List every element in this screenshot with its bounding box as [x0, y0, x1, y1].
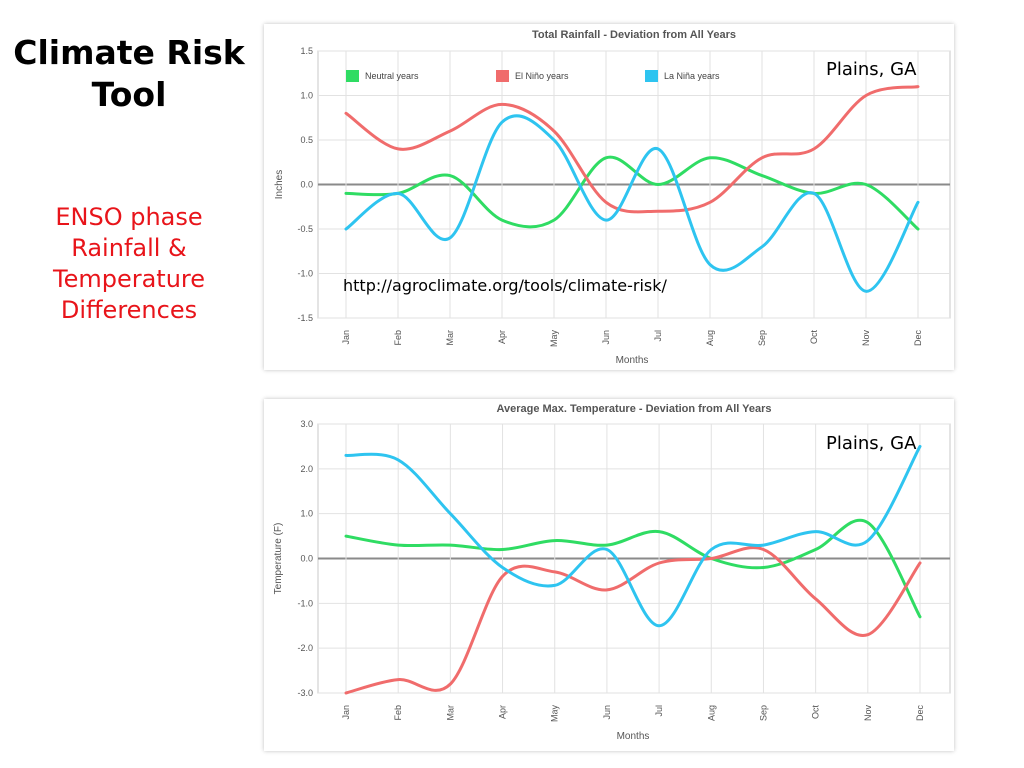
temperature-chart-panel: Average Max. Temperature - Deviation fro…: [264, 399, 954, 751]
y-tick-label: 1.0: [300, 91, 313, 101]
x-tick-label: Sep: [757, 330, 767, 346]
slide-subtitle-line: Rainfall &: [71, 234, 187, 262]
y-tick-label: -2.0: [297, 643, 313, 653]
series-line-1: [344, 546, 922, 695]
chart-title: Average Max. Temperature - Deviation fro…: [496, 403, 771, 415]
x-tick-label: Dec: [913, 330, 923, 347]
location-label: Plains, GA: [826, 59, 917, 80]
x-tick-label: Aug: [705, 330, 715, 346]
x-tick-label: Jun: [601, 330, 611, 345]
y-tick-label: -0.5: [297, 224, 313, 234]
series-line-2: [344, 444, 922, 628]
series-line-1: [344, 85, 920, 214]
x-tick-label: Sep: [758, 705, 768, 721]
y-tick-label: -3.0: [297, 688, 313, 698]
rainfall-chart: Total Rainfall - Deviation from All Year…: [274, 29, 951, 366]
y-tick-label: -1.0: [297, 598, 313, 608]
slide-subtitle-line: ENSO phase: [55, 203, 203, 231]
series-line-0: [344, 518, 922, 619]
y-tick-label: 0.5: [300, 135, 313, 145]
x-tick-label: May: [549, 330, 559, 348]
y-tick-label: 2.0: [300, 464, 313, 474]
x-tick-label: Jan: [341, 705, 351, 720]
x-tick-label: Jan: [341, 330, 351, 345]
x-tick-label: Feb: [393, 705, 403, 721]
legend-label: La Niña years: [664, 71, 720, 81]
slide-subtitle-line: Temperature: [52, 265, 206, 293]
y-tick-label: 1.0: [300, 509, 313, 519]
legend-label: El Niño years: [515, 71, 569, 81]
x-tick-label: Jun: [602, 705, 612, 720]
y-axis-label: Temperature (F): [273, 523, 284, 595]
rainfall-chart-panel: Total Rainfall - Deviation from All Year…: [264, 24, 954, 370]
temperature-chart: Average Max. Temperature - Deviation fro…: [273, 403, 951, 742]
location-label: Plains, GA: [826, 433, 917, 454]
x-axis-label: Months: [617, 731, 650, 742]
legend-swatch: [346, 70, 359, 82]
series-line-0: [344, 155, 920, 231]
x-tick-label: Mar: [445, 330, 455, 346]
x-tick-label: Apr: [497, 330, 507, 344]
x-tick-label: Feb: [393, 330, 403, 346]
x-axis-label: Months: [616, 355, 649, 366]
slide-subtitle: ENSO phase Rainfall & Temperature Differ…: [0, 202, 258, 326]
y-tick-label: 0.0: [300, 554, 313, 564]
y-tick-label: 0.0: [300, 180, 313, 190]
chart-title: Total Rainfall - Deviation from All Year…: [532, 29, 736, 41]
x-tick-label: Nov: [863, 705, 873, 722]
x-tick-label: Apr: [498, 705, 508, 719]
x-tick-label: Nov: [861, 330, 871, 347]
x-tick-label: Jul: [654, 705, 664, 717]
x-tick-label: Oct: [811, 705, 821, 720]
slide-title: Climate Risk Tool: [0, 32, 258, 116]
y-tick-label: -1.0: [297, 269, 313, 279]
x-tick-label: Mar: [445, 705, 455, 721]
legend-swatch: [496, 70, 509, 82]
x-tick-label: Oct: [809, 330, 819, 345]
x-tick-label: Aug: [706, 705, 716, 721]
slide-title-line: Tool: [91, 75, 167, 114]
legend-label: Neutral years: [365, 71, 419, 81]
tool-url: http://agroclimate.org/tools/climate-ris…: [343, 276, 667, 295]
series-line-2: [344, 114, 920, 293]
x-tick-label: Dec: [915, 705, 925, 722]
y-tick-label: 3.0: [300, 419, 313, 429]
legend-swatch: [645, 70, 658, 82]
y-tick-label: -1.5: [297, 313, 313, 323]
x-tick-label: May: [550, 705, 560, 723]
slide-title-line: Climate Risk: [13, 33, 245, 72]
slide-subtitle-line: Differences: [60, 296, 198, 324]
x-tick-label: Jul: [653, 330, 663, 342]
y-axis-label: Inches: [274, 170, 285, 199]
y-tick-label: 1.5: [300, 46, 313, 56]
